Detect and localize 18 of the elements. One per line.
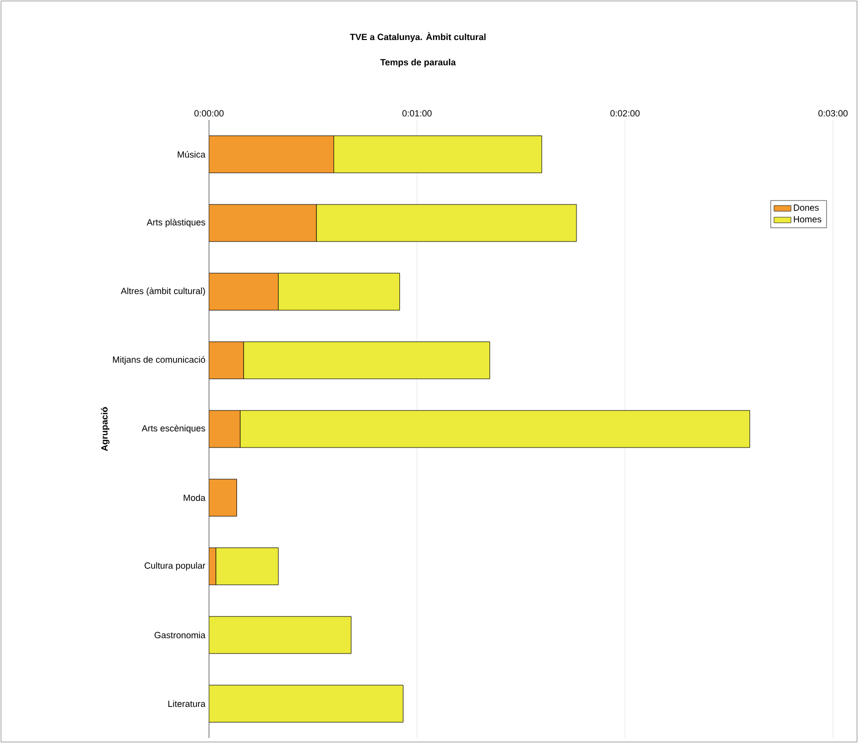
legend-label: Dones — [794, 204, 819, 211]
y-tick-label: Moda — [184, 494, 206, 501]
y-axis-title: Agrupació — [100, 407, 110, 451]
y-tick-label: Literatura — [168, 700, 206, 707]
y-tick-label: Mitjans de comunicació — [113, 356, 206, 365]
y-tick-label: Gastronomia — [154, 632, 206, 638]
y-tick-label: Arts plàstiques — [146, 218, 206, 228]
x-tick-label: 0:03:00 — [818, 110, 848, 116]
y-tick-label: Cultura popular — [144, 562, 206, 571]
chart-subtitle: Temps de paraula — [380, 58, 456, 68]
y-tick-label: Altres (àmbit cultural) — [120, 287, 205, 296]
y-tick-label: Música — [178, 150, 206, 158]
x-tick-label: 0:00:00 — [194, 110, 224, 116]
legend-label: Homes — [794, 216, 822, 222]
y-tick-label: Arts escèniques — [142, 424, 206, 434]
x-tick-label: 0:01:00 — [402, 110, 432, 116]
chart-title: TVE a Catalunya. Àmbit cultural — [350, 32, 486, 42]
x-tick-label: 0:02:00 — [610, 110, 640, 116]
